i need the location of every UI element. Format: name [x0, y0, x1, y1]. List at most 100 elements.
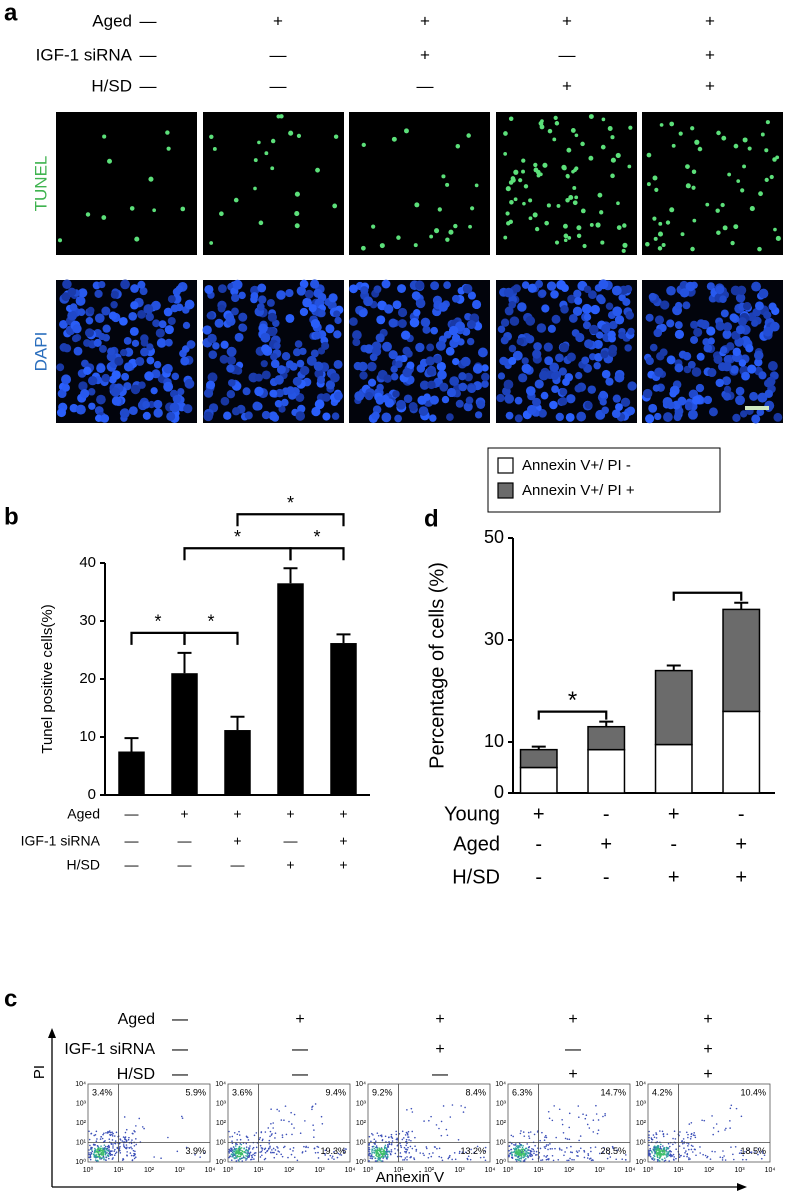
dapi-nucleus — [100, 414, 110, 423]
event-dot — [651, 1138, 654, 1141]
event-dot — [678, 1145, 681, 1147]
dapi-nucleus — [575, 332, 585, 343]
tunel-nucleus — [523, 184, 529, 189]
tunel-nucleus — [764, 177, 769, 182]
event-dot — [314, 1103, 317, 1105]
dapi-nucleus — [626, 406, 636, 416]
event-dot — [515, 1147, 518, 1150]
event-dot — [594, 1146, 597, 1148]
dapi-nucleus — [397, 319, 407, 328]
y-tick-label: 50 — [484, 527, 504, 547]
event-dot — [446, 1134, 449, 1137]
event-dot — [379, 1157, 382, 1160]
condition-sign: + — [420, 11, 430, 30]
dapi-nucleus — [334, 316, 342, 325]
event-dot — [108, 1157, 110, 1160]
dapi-nucleus — [110, 301, 118, 309]
condition-label: H/SD — [117, 1066, 155, 1083]
event-dot — [672, 1153, 675, 1156]
dapi-nucleus — [497, 372, 506, 380]
error-bar — [230, 715, 245, 731]
event-dot — [108, 1149, 110, 1151]
event-dot — [462, 1111, 465, 1113]
event-dot — [238, 1147, 241, 1150]
dapi-nucleus — [467, 384, 477, 394]
dapi-nucleus — [472, 363, 483, 374]
dapi-nucleus — [627, 381, 637, 391]
event-dot — [516, 1158, 519, 1161]
tunel-nucleus — [466, 133, 471, 138]
event-dot — [715, 1123, 718, 1125]
tunel-nucleus — [219, 211, 224, 217]
event-dot — [539, 1139, 541, 1142]
dapi-nucleus — [767, 361, 778, 371]
micrograph — [56, 112, 197, 255]
event-dot — [658, 1160, 661, 1162]
event-dot — [430, 1115, 432, 1118]
dapi-nucleus — [383, 304, 394, 314]
event-dot — [377, 1158, 380, 1160]
dapi-nucleus — [130, 284, 139, 293]
dapi-nucleus — [120, 279, 130, 290]
event-dot — [403, 1158, 406, 1161]
dapi-nucleus — [581, 303, 592, 314]
event-dot — [519, 1153, 521, 1156]
event-dot — [567, 1159, 570, 1162]
event-dot — [127, 1138, 130, 1141]
tunel-nucleus — [414, 202, 420, 208]
event-dot — [657, 1146, 659, 1148]
event-dot — [689, 1137, 692, 1140]
dapi-nucleus — [217, 304, 226, 313]
event-dot — [313, 1136, 315, 1138]
event-dot — [380, 1147, 383, 1150]
event-dot — [108, 1150, 110, 1152]
event-dot — [449, 1154, 451, 1157]
event-dot — [570, 1145, 572, 1148]
significance-bracket — [289, 547, 345, 561]
dapi-nucleus — [177, 387, 185, 396]
tunel-nucleus — [659, 123, 664, 127]
condition-sign: — — [231, 857, 245, 873]
event-dot — [516, 1146, 519, 1149]
event-dot — [438, 1127, 440, 1130]
dapi-nucleus — [691, 367, 702, 377]
event-dot — [368, 1153, 370, 1156]
event-dot — [512, 1135, 514, 1138]
event-dot — [407, 1130, 410, 1133]
tunel-nucleus — [652, 175, 658, 181]
dapi-nucleus — [299, 347, 307, 356]
event-dot — [483, 1156, 485, 1159]
event-dot — [440, 1156, 443, 1159]
event-dot — [406, 1156, 408, 1158]
event-dot — [229, 1149, 231, 1152]
event-dot — [176, 1150, 179, 1153]
dapi-nucleus — [525, 334, 535, 344]
event-dot — [649, 1154, 651, 1156]
dapi-nucleus — [286, 386, 295, 395]
event-dot — [687, 1145, 689, 1147]
event-dot — [107, 1155, 110, 1157]
tunel-nucleus — [521, 158, 526, 163]
dapi-nucleus — [713, 354, 723, 364]
dapi-nucleus — [463, 402, 473, 412]
condition-sign: — — [125, 857, 139, 873]
dapi-nucleus — [163, 363, 173, 374]
tunel-nucleus — [691, 185, 696, 190]
y-tick-label: 0 — [494, 782, 504, 802]
dapi-nucleus — [593, 361, 601, 370]
dapi-nucleus — [219, 354, 229, 364]
condition-sign: - — [670, 833, 677, 855]
event-dot — [557, 1158, 560, 1161]
dapi-nucleus — [202, 325, 212, 335]
dapi-nucleus — [622, 297, 631, 306]
event-dot — [575, 1150, 578, 1152]
event-dot — [510, 1151, 513, 1153]
tunel-nucleus — [257, 140, 261, 145]
event-dot — [89, 1144, 91, 1147]
event-dot — [704, 1154, 707, 1157]
tunel-nucleus — [294, 191, 300, 197]
event-dot — [234, 1157, 236, 1160]
dapi-nucleus — [87, 306, 95, 315]
event-dot — [232, 1146, 235, 1148]
dapi-nucleus — [684, 401, 693, 410]
